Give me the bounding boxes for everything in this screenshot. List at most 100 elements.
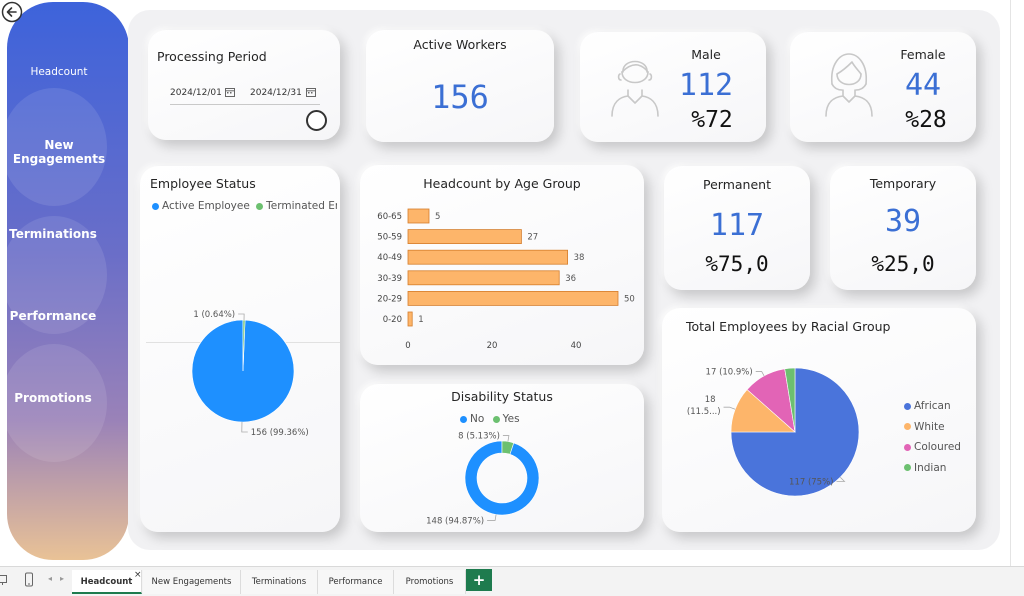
legend-dot <box>256 202 264 210</box>
bar-0-20 <box>407 311 413 327</box>
tab-terminations[interactable]: Terminations <box>241 570 318 594</box>
bar-category-label: 60-65 <box>377 212 402 222</box>
racial-group-card: Total Employees by Racial Group 117 (75%… <box>662 308 976 532</box>
donut-leader-line <box>502 435 510 442</box>
legend-item: White <box>904 417 961 438</box>
tab-performance[interactable]: Performance <box>318 570 394 594</box>
mobile-view-icon[interactable] <box>24 572 34 588</box>
pie-leader-line <box>723 406 736 410</box>
bar-category-label: 40-49 <box>377 253 402 263</box>
nav-item-promotions[interactable]: Promotions <box>14 391 92 405</box>
nav-highlight <box>7 344 107 462</box>
pie-data-label: 156 (99.36%) <box>251 428 309 438</box>
female-card: Female 44 %28 <box>790 32 976 142</box>
bar-category-label: 50-59 <box>377 233 402 243</box>
nav-highlight <box>7 88 107 206</box>
female-value: 44 <box>904 68 942 103</box>
temporary-percent: %25,0 <box>871 252 935 276</box>
employee-status-title: Employee Status <box>150 176 256 191</box>
scrollbar-edge <box>1010 0 1011 566</box>
active-workers-card: Active Workers 156 <box>366 30 554 142</box>
bar-category-label: 30-39 <box>377 274 402 284</box>
legend-terminated: Terminated Em... <box>266 200 337 212</box>
legend-indian: Indian <box>914 461 947 474</box>
permanent-percent: %75,0 <box>705 252 769 276</box>
end-date-field[interactable]: 2024/12/31 <box>250 88 302 98</box>
add-page-button[interactable]: + <box>466 569 492 591</box>
start-date-field[interactable]: 2024/12/01 <box>170 88 222 98</box>
pie-leader-line <box>755 371 765 377</box>
pie-leader-line <box>836 476 846 482</box>
legend-active: Active Employee <box>162 200 250 212</box>
female-title: Female <box>900 47 946 62</box>
male-person-icon <box>611 60 659 117</box>
permanent-value: 117 <box>709 208 765 243</box>
pie-leader-line <box>238 313 245 321</box>
tab-promotions[interactable]: Promotions <box>394 570 466 594</box>
bar-category-label: 20-29 <box>377 294 402 304</box>
temporary-title: Temporary <box>869 176 937 191</box>
nav-panel: Headcount New Engagements Terminations P… <box>7 2 129 560</box>
temporary-card: Temporary 39 %25,0 <box>830 166 976 290</box>
calendar-icon[interactable] <box>306 87 316 97</box>
legend-african: African <box>914 400 951 412</box>
back-arrow-icon[interactable] <box>1 1 23 23</box>
pie-slice-no <box>464 440 540 516</box>
legend-dot <box>492 415 500 423</box>
bar-data-label: 36 <box>565 274 576 284</box>
pie-slice-yes <box>501 440 515 455</box>
bar-category-label: 0-20 <box>383 315 402 325</box>
page-tab-bar: ◂ ▸ Headcount × New Engagements Terminat… <box>0 566 1024 596</box>
bar-40-49 <box>407 249 569 265</box>
legend-yes: Yes <box>502 413 520 425</box>
permanent-card: Permanent 117 %75,0 <box>664 166 810 290</box>
disability-donut: 148 (94.87%) 8 (5.13%) <box>426 432 540 526</box>
disability-legend: No Yes <box>460 413 520 425</box>
tab-scroll-left-icon[interactable]: ◂ <box>48 574 53 583</box>
legend-item: Indian <box>904 458 961 479</box>
racial-group-title: Total Employees by Racial Group <box>686 319 891 334</box>
nav-item-headcount[interactable]: Headcount <box>30 66 88 78</box>
bar-60-65 <box>407 208 430 224</box>
legend-dot <box>152 202 159 210</box>
age-group-bar-chart: 60-65 5 50-59 27 40-49 38 30-39 36 20-29 50 0-20 1 0… <box>377 208 635 351</box>
racial-legend: African White Coloured Indian <box>904 396 961 478</box>
calendar-icon[interactable] <box>225 87 235 97</box>
pie-slice-african <box>730 367 860 497</box>
nav-item-terminations[interactable]: Terminations <box>9 227 97 241</box>
bar-data-label: 1 <box>418 315 423 325</box>
tab-scroll-right-icon[interactable]: ▸ <box>60 574 65 583</box>
active-workers-value: 156 <box>431 78 489 116</box>
desktop-view-icon[interactable] <box>0 573 8 587</box>
processing-period-title: Processing Period <box>157 49 267 64</box>
pie-data-label: (11.5...) <box>687 407 721 417</box>
female-person-icon <box>825 53 873 117</box>
legend-dot <box>904 443 911 451</box>
tab-close-icon[interactable]: × <box>134 570 142 580</box>
pie-slice-terminated-employee <box>242 319 246 372</box>
x-tick-label: 40 <box>571 341 582 351</box>
nav-item-performance[interactable]: Performance <box>9 309 97 323</box>
male-value: 112 <box>678 68 734 103</box>
age-group-title: Headcount by Age Group <box>423 176 581 191</box>
bar-data-label: 50 <box>624 294 635 304</box>
employee-status-legend: Active Employee Terminated Em... <box>152 200 337 212</box>
x-tick-label: 0 <box>405 341 410 351</box>
pie-data-label: 17 (10.9%) <box>706 368 753 378</box>
disability-status-card: Disability Status No Yes 148 (94.87%) 8 (… <box>360 384 644 532</box>
disability-status-title: Disability Status <box>451 389 553 404</box>
nav-item-new-engagements[interactable]: New Engagements <box>12 138 106 166</box>
donut-data-label: 148 (94.87%) <box>426 516 484 526</box>
processing-period-card: Processing Period 2024/12/01 2024/12/31 <box>148 30 340 140</box>
bar-30-39 <box>407 270 560 286</box>
employee-status-card: Employee Status Active Employee Terminat… <box>140 166 340 532</box>
pie-data-label: 18 <box>705 395 716 405</box>
bar-data-label: 38 <box>574 253 585 263</box>
tab-new-engagements[interactable]: New Engagements <box>143 570 241 594</box>
legend-item: African <box>904 396 961 417</box>
age-group-card: Headcount by Age Group 60-65 5 50-59 27 40-4… <box>360 165 644 365</box>
tab-headcount[interactable]: Headcount <box>72 570 142 594</box>
legend-item: Coloured <box>904 437 961 458</box>
legend-dot <box>904 423 911 430</box>
date-slider-handle[interactable] <box>306 110 327 131</box>
